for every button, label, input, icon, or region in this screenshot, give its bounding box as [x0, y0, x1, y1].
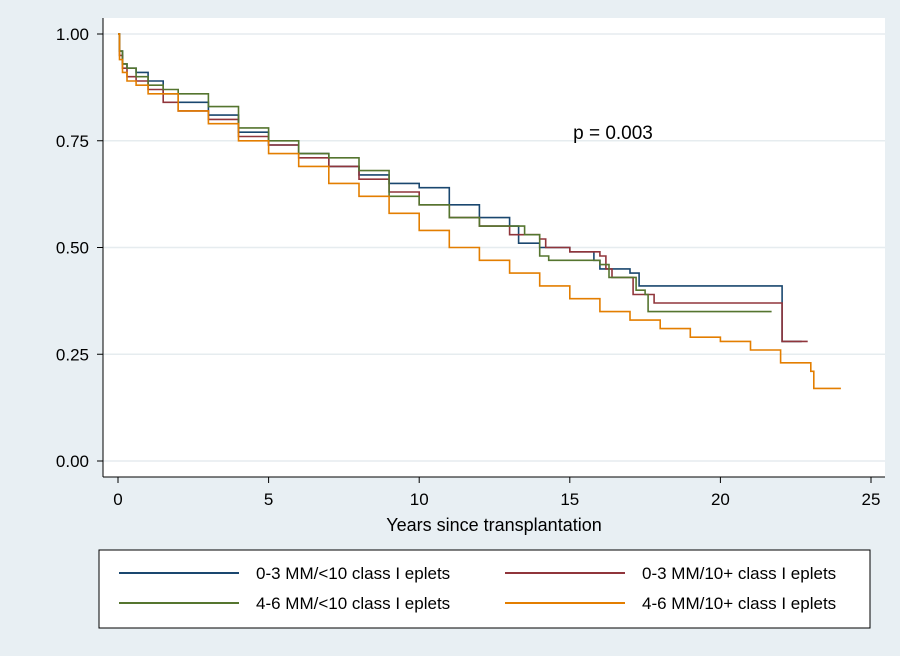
- y-tick-label: 0.75: [56, 132, 89, 151]
- x-tick-label: 25: [862, 490, 881, 509]
- survival-curve-3: [118, 33, 772, 313]
- x-tick-label: 15: [560, 490, 579, 509]
- x-tick-label: 0: [113, 490, 122, 509]
- p-value-annotation: p = 0.003: [573, 123, 653, 144]
- survival-curve-4: [118, 33, 841, 390]
- legend-label-4: 4-6 MM/10+ class I eplets: [642, 594, 836, 613]
- y-tick-label: 0.00: [56, 452, 89, 471]
- legend-label-2: 0-3 MM/10+ class I eplets: [642, 564, 836, 583]
- x-tick-label: 20: [711, 490, 730, 509]
- y-tick-label: 0.25: [56, 345, 89, 364]
- legend-box: [98, 549, 871, 629]
- x-tick-label: 10: [410, 490, 429, 509]
- legend-label-1: 0-3 MM/<10 class I eplets: [256, 564, 450, 583]
- x-axis-label: Years since transplantation: [386, 515, 601, 535]
- legend-label-3: 4-6 MM/<10 class I eplets: [256, 594, 450, 613]
- y-tick-label: 1.00: [56, 25, 89, 44]
- x-tick-label: 5: [264, 490, 273, 509]
- y-tick-label: 0.50: [56, 239, 89, 258]
